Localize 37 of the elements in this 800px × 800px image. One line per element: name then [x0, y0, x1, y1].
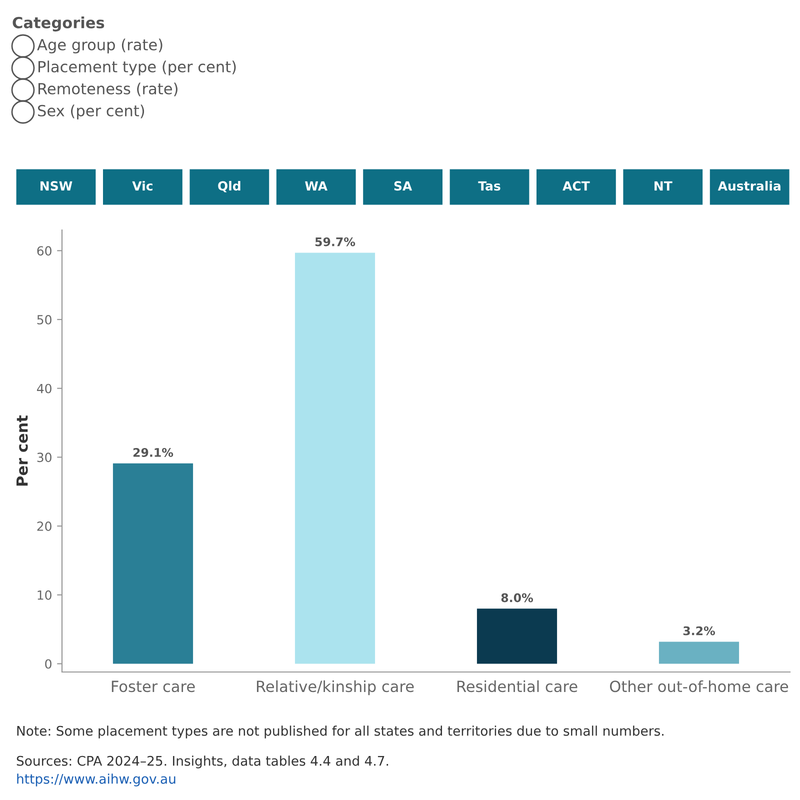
y-tick-label: 60: [37, 246, 52, 256]
bar: [112, 463, 194, 664]
data-label: 3.2%: [683, 626, 715, 636]
text: Categories: [12, 16, 104, 32]
y-tick-label: 50: [37, 314, 52, 324]
bar: [476, 608, 558, 664]
text: ACT: [562, 181, 590, 191]
text: SA: [394, 181, 412, 191]
y-axis-title: Per cent: [16, 415, 28, 486]
text: Vic: [132, 180, 152, 191]
text: Tas: [478, 181, 500, 191]
data-label: 8.0%: [501, 593, 533, 602]
x-tick-label: Foster care: [112, 680, 195, 692]
text: https://www.aihw.gov.au: [17, 774, 176, 786]
data-label: 59.7%: [315, 237, 356, 246]
y-tick-label: 40: [36, 384, 52, 394]
bar: [294, 252, 376, 664]
source-note: Sources: CPA 2024–25. Insights, data tables 4.4 and 4.7.: [16, 756, 388, 768]
text: Note: Some placement types are not published for all states and territories due to small numbers.: [17, 726, 664, 738]
x-tick-label: Residential care: [457, 680, 578, 692]
text: Qld: [218, 180, 240, 192]
bar: [658, 642, 740, 664]
text: NT: [654, 181, 672, 190]
y-tick-label: 0: [45, 659, 52, 669]
text: Age group (rate): [37, 38, 162, 54]
text: Placement type (per cent): [38, 60, 236, 76]
y-tick-label: 10: [38, 590, 52, 600]
x-tick-label: Relative/kinship care: [256, 680, 414, 696]
y-tick-label: 20: [37, 522, 52, 531]
text: Australia: [718, 180, 780, 191]
y-tick-label: 30: [37, 452, 52, 462]
text: Sex (per cent): [38, 104, 144, 120]
text: Remoteness (rate): [38, 82, 178, 96]
x-tick-label: Other out-of-home care: [610, 680, 788, 692]
text: NSW: [40, 181, 72, 191]
data-label: 29.1%: [133, 448, 174, 457]
text: WA: [305, 181, 328, 190]
